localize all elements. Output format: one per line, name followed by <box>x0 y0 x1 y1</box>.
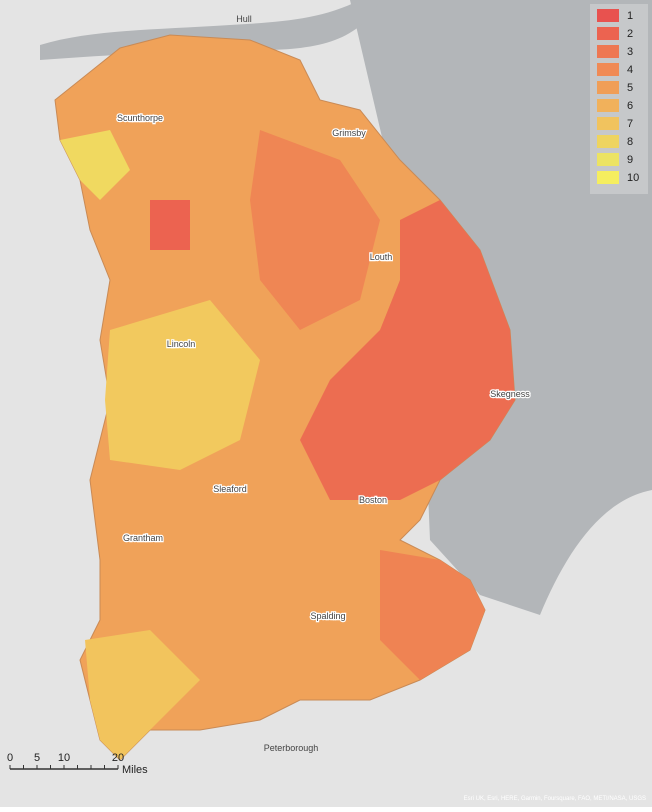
legend-swatch <box>597 135 619 148</box>
humber <box>40 0 380 60</box>
region-patch <box>150 200 190 250</box>
legend-swatch <box>597 9 619 22</box>
place-label: Sleaford <box>213 484 247 494</box>
region-yellow-s <box>85 630 200 760</box>
legend-label: 10 <box>627 172 639 184</box>
scale-label: 5 <box>34 752 40 764</box>
place-label: Hull <box>236 14 252 24</box>
legend-label: 2 <box>627 28 633 40</box>
place-label: Louth <box>370 252 393 262</box>
region-yellow-n <box>60 130 130 200</box>
legend-swatch <box>597 45 619 58</box>
legend-label: 3 <box>627 46 633 58</box>
place-label: Peterborough <box>264 743 319 753</box>
region-orange <box>250 130 380 330</box>
region-red <box>300 200 515 500</box>
place-label: Lincoln <box>167 339 196 349</box>
legend-swatch <box>597 117 619 130</box>
legend-swatch <box>597 81 619 94</box>
region-orange-s <box>380 550 485 680</box>
legend-label: 9 <box>627 154 633 166</box>
legend-label: 8 <box>627 136 633 148</box>
scale-label: 0 <box>7 752 13 764</box>
legend-label: 4 <box>627 64 633 76</box>
region-yellow <box>105 300 260 470</box>
legend-label: 7 <box>627 118 633 130</box>
place-label: Boston <box>359 495 387 505</box>
legend-swatch <box>597 153 619 166</box>
place-label: Skegness <box>490 389 530 399</box>
scale-label: 20 <box>112 752 124 764</box>
legend-swatch <box>597 99 619 112</box>
place-label: Grimsby <box>332 128 366 138</box>
legend-label: 1 <box>627 10 633 22</box>
legend-swatch <box>597 27 619 40</box>
place-label: Spalding <box>310 611 345 621</box>
attribution: Esri UK, Esri, HERE, Garmin, Foursquare,… <box>464 796 646 802</box>
legend-swatch <box>597 171 619 184</box>
place-label: Grantham <box>123 533 163 543</box>
scale-label: 10 <box>58 752 70 764</box>
legend-swatch <box>597 63 619 76</box>
place-label: Scunthorpe <box>117 113 163 123</box>
scale-unit: Miles <box>122 764 148 776</box>
legend-label: 6 <box>627 100 633 112</box>
legend-label: 5 <box>627 82 633 94</box>
